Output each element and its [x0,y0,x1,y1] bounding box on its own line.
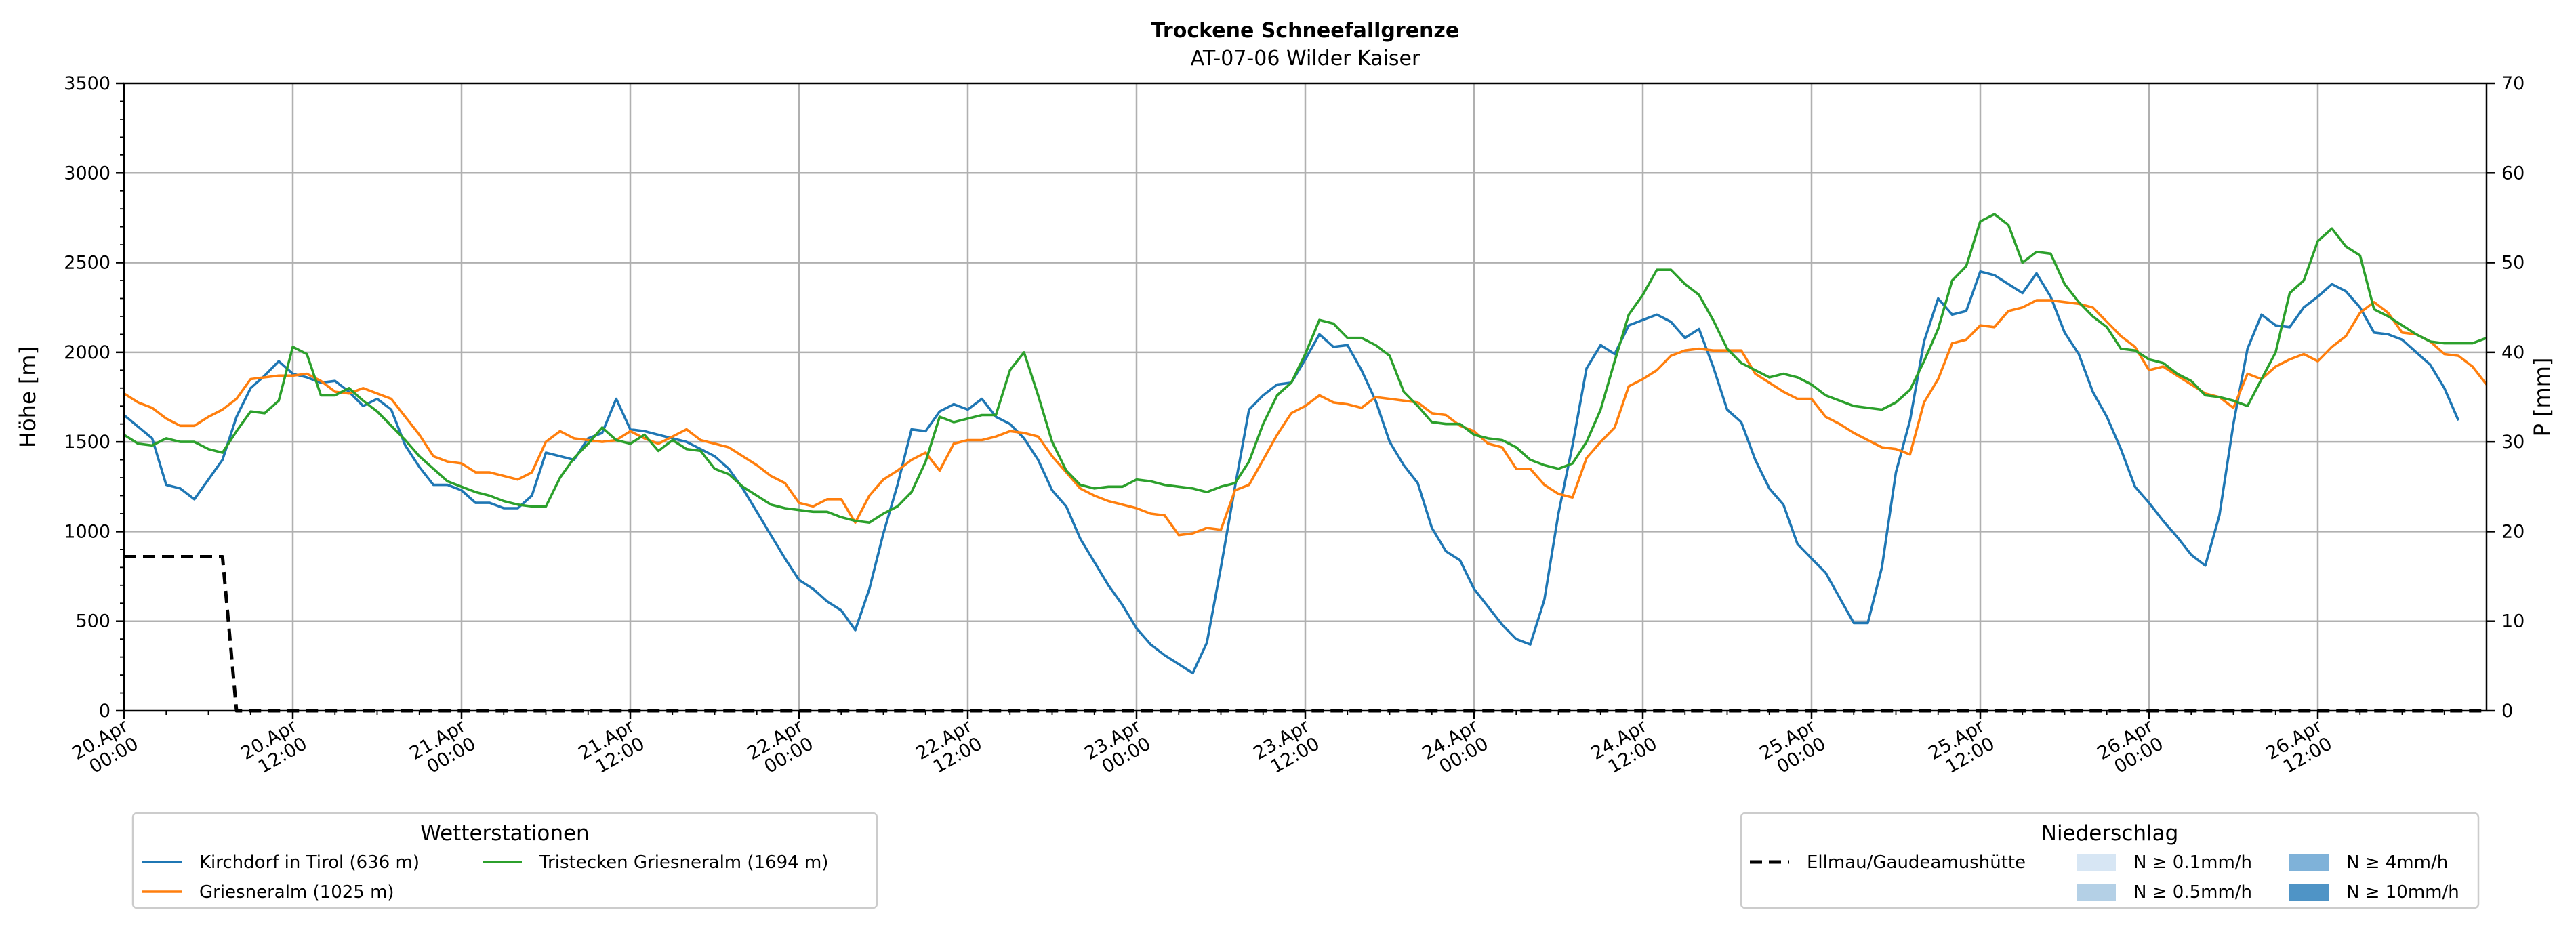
legend-title: Wetterstationen [420,821,589,846]
legend-swatch [2077,854,2116,871]
y-axis-label: Höhe [m] [15,346,41,448]
legend-entry-label: N ≥ 4mm/h [2346,852,2448,873]
y-tick-label: 2500 [64,253,110,274]
y-axis-right: 0 10 20 30 40 50 60 70 [2487,73,2524,722]
legend-frame [131,812,878,909]
y-tick-label: 3000 [64,163,110,184]
y2-tick-label: 50 [2501,253,2524,274]
grid-lines [124,83,2487,711]
y-tick-label: 3500 [64,73,110,94]
y2-tick-label: 20 [2501,521,2524,542]
legend-entry-label: N ≥ 10mm/h [2346,882,2459,903]
series-line [123,299,2488,537]
y-tick-label: 2000 [64,342,110,363]
legend-swatch [2077,884,2116,901]
series-line [123,213,2487,524]
y2-tick-label: 40 [2501,342,2524,363]
legend-entry-label: Griesneralm (1025 m) [199,882,394,903]
y2-tick-label: 10 [2501,611,2524,632]
y-tick-label: 500 [75,611,110,632]
y-axis-left: 0 500 1000 1500 2000 2500 3000 3500 [64,73,124,722]
chart-title: Trockene Schneefallgrenze [1151,19,1459,43]
legend-title: Niederschlag [2041,821,2179,846]
y-tick-label: 0 [99,701,110,722]
legend-precipitation: Niederschlag Ellmau/Gaudeamushütte N ≥ 0.1… [1740,812,2480,909]
y2-tick-label: 70 [2501,73,2524,94]
legend-entry-label: N ≥ 0.1mm/h [2133,852,2252,873]
legend-entry-label: Kirchdorf in Tirol (636 m) [199,852,420,873]
y2-axis-label: P [mm] [2529,358,2555,437]
y-tick-label: 1500 [64,432,110,453]
legend-swatch [2289,854,2329,871]
legend-entry-label: Tristecken Griesneralm (1694 m) [539,852,828,873]
legend-entry-label: N ≥ 0.5mm/h [2133,882,2252,903]
y2-tick-label: 60 [2501,163,2524,184]
y-tick-label: 1000 [64,521,110,542]
chart-subtitle: AT-07-06 Wilder Kaiser [1191,47,1420,70]
legend-swatch [2289,884,2329,901]
y2-tick-label: 30 [2501,432,2524,453]
legend-entry-label: Ellmau/Gaudeamushütte [1807,852,2026,873]
y2-tick-label: 0 [2501,701,2513,722]
